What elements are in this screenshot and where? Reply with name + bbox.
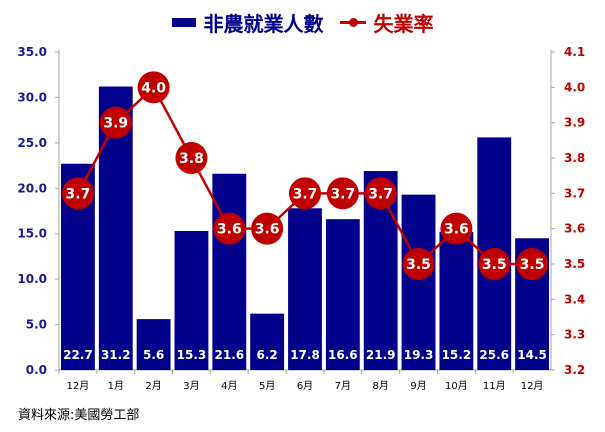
line-value-label: 3.7	[66, 186, 91, 202]
x-axis-category-label: 10月	[445, 380, 468, 392]
right-axis-tick-label: 3.6	[564, 222, 585, 236]
bar-value-label: 15.2	[442, 348, 472, 362]
bar-value-label: 19.3	[404, 348, 434, 362]
right-axis-tick-label: 3.4	[564, 292, 585, 306]
line-marker	[99, 106, 132, 139]
x-axis-category-label: 6月	[297, 380, 313, 392]
line-marker	[289, 177, 321, 210]
left-axis-tick-label: 5.0	[26, 318, 47, 332]
right-axis-tick-label: 3.5	[564, 257, 585, 271]
legend-bar-label: 非農就業人數	[203, 12, 324, 36]
bar	[439, 231, 474, 370]
x-axis-category-label: 12月	[521, 380, 544, 392]
line-marker	[516, 248, 549, 280]
line-value-label: 3.8	[179, 151, 204, 167]
line-value-label: 3.6	[444, 222, 469, 238]
right-axis-tick-label: 4.0	[564, 80, 585, 94]
legend-line-label: 失業率	[373, 12, 434, 36]
bar-value-label: 25.6	[479, 348, 509, 362]
source-note: 資料來源:美國勞工部	[18, 408, 140, 423]
bar-value-label: 14.5	[517, 348, 547, 362]
bar-value-label: 16.6	[328, 348, 358, 362]
bar	[401, 194, 436, 370]
left-axis-tick-label: 20.0	[17, 181, 47, 195]
bar-value-label: 21.9	[366, 348, 396, 362]
bar-value-label: 17.8	[290, 348, 320, 362]
bar-series-swatch-icon	[171, 18, 196, 27]
bar-value-label: 21.6	[215, 348, 245, 362]
x-axis-category-label: 5月	[259, 380, 275, 392]
line-value-label: 3.7	[330, 186, 355, 202]
line-series-marker-icon	[339, 18, 366, 27]
right-axis-tick-label: 3.8	[564, 151, 585, 165]
line-value-label: 4.0	[141, 80, 166, 96]
line-marker	[251, 212, 284, 245]
right-axis-tick-label: 3.3	[564, 328, 585, 342]
x-axis-category-label: 3月	[183, 380, 199, 392]
line-value-label: 3.7	[368, 186, 393, 202]
right-axis-tick-label: 3.2	[564, 363, 585, 377]
left-axis-tick-label: 35.0	[17, 45, 47, 59]
bar-value-label: 5.6	[143, 348, 164, 362]
right-axis-tick-label: 4.1	[564, 45, 585, 59]
bar	[325, 219, 360, 370]
left-axis-tick-label: 15.0	[17, 227, 47, 241]
bar	[174, 230, 209, 370]
x-axis-category-label: 1月	[108, 380, 124, 392]
line-value-label: 3.5	[406, 257, 431, 273]
left-axis-tick-label: 30.0	[17, 90, 47, 104]
line-marker	[61, 177, 94, 210]
line-value-label: 3.5	[520, 257, 545, 273]
line-marker	[364, 177, 397, 210]
left-axis-tick-label: 0.0	[26, 363, 47, 377]
line-value-label: 3.6	[217, 222, 242, 238]
x-axis-category-label: 2月	[145, 380, 161, 392]
bar	[250, 313, 285, 370]
line-marker	[440, 212, 473, 245]
line-marker	[137, 71, 170, 104]
bar-value-label: 31.2	[101, 348, 131, 362]
right-axis-tick-label: 3.7	[564, 186, 585, 200]
bar	[136, 319, 171, 370]
line-marker	[326, 177, 359, 210]
bar-value-label: 6.2	[257, 348, 278, 362]
line-marker	[213, 212, 246, 245]
line-value-label: 3.6	[255, 222, 280, 238]
left-axis-tick-label: 25.0	[17, 136, 47, 150]
x-axis-category-label: 9月	[410, 380, 426, 392]
x-axis-category-label: 12月	[67, 380, 90, 392]
left-axis-tick-label: 10.0	[17, 272, 47, 286]
line-value-label: 3.7	[293, 186, 318, 202]
bar-value-label: 15.3	[177, 348, 207, 362]
x-axis-category-label: 8月	[373, 380, 389, 392]
bar	[212, 173, 247, 370]
right-axis-tick-label: 3.9	[564, 116, 585, 130]
chart-legend: 非農就業人數 失業率	[0, 8, 605, 37]
x-axis-category-label: 7月	[335, 380, 351, 392]
line-value-label: 3.9	[103, 116, 128, 132]
line-marker	[402, 248, 435, 280]
line-marker	[478, 248, 511, 280]
x-axis-category-label: 11月	[483, 380, 506, 392]
x-axis-category-label: 4月	[221, 380, 237, 392]
bar	[288, 208, 322, 370]
line-value-label: 3.5	[482, 257, 507, 273]
bar-value-label: 22.7	[63, 348, 93, 362]
line-marker	[175, 142, 208, 174]
